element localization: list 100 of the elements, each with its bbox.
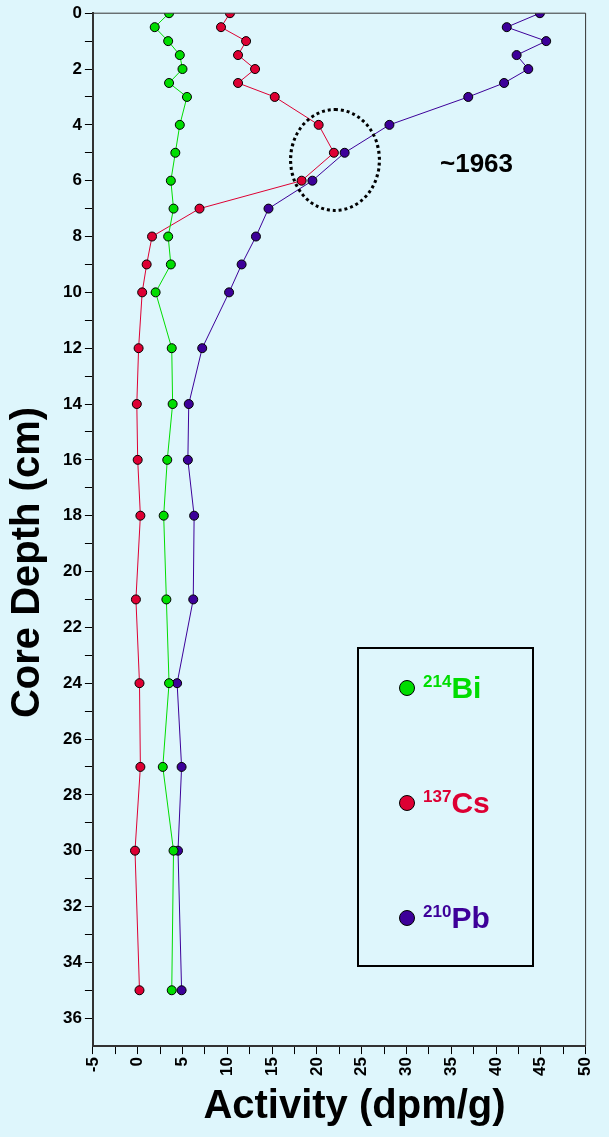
x-tick-label: 15 [261, 1057, 281, 1077]
point [141, 259, 152, 270]
point [149, 22, 160, 33]
point [172, 678, 183, 689]
point [165, 175, 176, 186]
x-tick-label: 45 [530, 1057, 550, 1077]
point [250, 231, 261, 242]
point [181, 91, 192, 102]
y-tick-label: 34 [62, 952, 83, 972]
point [174, 50, 185, 61]
point [150, 287, 161, 298]
x-tick-label: 30 [396, 1057, 416, 1077]
point [167, 399, 178, 410]
point [541, 36, 552, 47]
point [158, 510, 169, 521]
point [233, 77, 244, 88]
point [163, 231, 174, 242]
y-tick-label: 16 [62, 449, 82, 469]
point [176, 761, 187, 772]
point [499, 77, 510, 88]
y-tick-label: 30 [62, 840, 82, 860]
x-tick-label: 10 [216, 1057, 236, 1077]
y-tick-label: 4 [72, 114, 83, 134]
y-tick-label: 26 [62, 728, 82, 748]
point [157, 761, 168, 772]
point [250, 64, 261, 75]
x-tick-label: 5 [172, 1057, 192, 1067]
point [164, 77, 175, 88]
y-tick-label: 12 [62, 337, 82, 357]
x-tick-label: -5 [82, 1057, 102, 1073]
point [147, 231, 158, 242]
y-tick-label: 2 [72, 58, 82, 78]
point [263, 203, 274, 214]
y-tick-label: 10 [62, 282, 82, 302]
point [162, 454, 173, 465]
point [233, 50, 244, 61]
point [164, 678, 175, 689]
point [216, 22, 227, 33]
point [307, 175, 318, 186]
x-tick-label: 25 [351, 1057, 371, 1077]
point [166, 985, 177, 996]
x-tick-label: 35 [440, 1057, 460, 1077]
y-tick-label: 18 [62, 505, 82, 525]
x-axis-title: Activity (dpm/g) [202, 1082, 507, 1127]
point [137, 287, 148, 298]
y-tick-label: 14 [62, 393, 83, 413]
annotation: ~1963 [440, 148, 514, 179]
point [134, 678, 145, 689]
x-tick-label: 40 [485, 1057, 505, 1077]
y-axis-title: Core Depth (cm) [2, 405, 48, 721]
point [188, 594, 199, 605]
point [511, 50, 522, 61]
point [174, 119, 185, 130]
legend-label: $^{137}$Cs [423, 786, 490, 820]
point [130, 845, 141, 856]
y-tick-label: 28 [62, 784, 82, 804]
point [166, 343, 177, 354]
point [170, 147, 181, 158]
point [197, 343, 208, 354]
point [313, 119, 324, 130]
point [183, 399, 194, 410]
y-tick-label: 36 [62, 1007, 82, 1027]
legend-label: $^{210}$Pb [423, 901, 490, 935]
point [523, 64, 534, 75]
legend-label: $^{214}$Bi [423, 671, 482, 705]
y-tick-label: 6 [72, 170, 82, 190]
point [463, 91, 474, 102]
point [135, 510, 146, 521]
y-tick-label: 32 [62, 896, 82, 916]
point [163, 36, 174, 47]
point [132, 454, 143, 465]
point [236, 259, 247, 270]
point [168, 845, 179, 856]
point [194, 203, 205, 214]
y-tick-label: 8 [72, 226, 82, 246]
point [134, 985, 145, 996]
point [501, 22, 512, 33]
point [176, 985, 187, 996]
y-tick-label: 24 [62, 672, 83, 692]
y-tick-label: 22 [62, 617, 82, 637]
point [269, 91, 280, 102]
point [328, 147, 339, 158]
point [182, 454, 193, 465]
point [168, 203, 179, 214]
point [384, 119, 395, 130]
point [189, 510, 200, 521]
point [241, 36, 252, 47]
point [165, 259, 176, 270]
y-tick-label: 20 [62, 561, 82, 581]
point [161, 594, 172, 605]
x-tick-label: 50 [575, 1057, 595, 1077]
point [339, 147, 350, 158]
point [131, 399, 142, 410]
x-tick-label: 0 [127, 1057, 147, 1067]
point [296, 175, 307, 186]
y-tick-label: 0 [72, 2, 82, 22]
point [133, 343, 144, 354]
x-tick-label: 20 [306, 1057, 326, 1077]
point [130, 594, 141, 605]
point [177, 64, 188, 75]
